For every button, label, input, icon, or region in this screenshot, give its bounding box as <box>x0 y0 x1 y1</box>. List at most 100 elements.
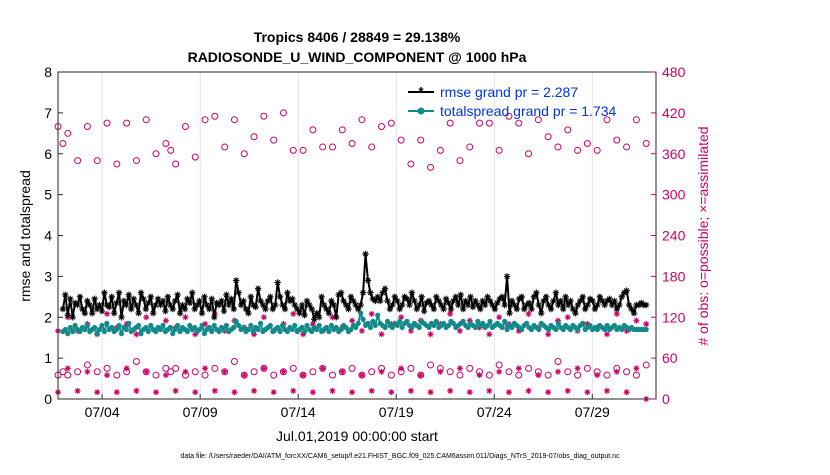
rmse-point <box>528 305 535 313</box>
rmse-point <box>584 301 591 309</box>
obs-assimilated-point <box>545 331 552 338</box>
rmse-point <box>254 285 262 292</box>
obs-possible-point <box>191 368 199 376</box>
rmse-point <box>132 301 140 309</box>
obs-assimilated-point <box>202 365 209 372</box>
obs-assimilated-point <box>241 372 248 379</box>
obs-possible-point <box>167 146 175 154</box>
rmse-point <box>518 293 525 301</box>
totalspread-point <box>221 326 227 333</box>
rmse-point <box>291 301 298 309</box>
totalspread-point <box>509 324 515 331</box>
rmse-point <box>376 297 384 305</box>
rmse-point <box>359 289 367 296</box>
y2-tick-label: 0 <box>662 391 670 407</box>
obs-assimilated-point <box>290 310 297 317</box>
totalspread-point <box>360 316 366 322</box>
obs-assimilated-point <box>133 387 140 394</box>
rmse-point <box>594 301 601 309</box>
y-axis-label: rmse and totalspread <box>17 170 33 302</box>
totalspread-point <box>594 326 600 333</box>
obs-assimilated-point <box>339 368 346 375</box>
rmse-point <box>560 305 567 313</box>
rmse-point <box>189 289 196 296</box>
totalspread-point <box>431 322 437 329</box>
rmse-point <box>450 297 457 305</box>
rmse-point <box>355 305 362 313</box>
totalspread-point <box>113 326 120 333</box>
y-tick-label: 1 <box>44 350 52 366</box>
totalspread-point <box>65 331 71 337</box>
totalspread-point <box>109 324 115 331</box>
rmse-point <box>623 287 630 294</box>
obs-possible-point <box>397 136 405 144</box>
totalspread-point <box>475 318 481 324</box>
rmse-point <box>259 301 267 309</box>
totalspread-point <box>135 322 142 329</box>
rmse-point <box>589 297 596 305</box>
obs-possible-point <box>74 157 82 165</box>
rmse-point <box>545 301 552 309</box>
obs-assimilated-point <box>486 387 493 394</box>
rmse-point <box>333 314 340 321</box>
obs-assimilated-point <box>251 331 258 338</box>
obs-possible-point <box>378 123 386 130</box>
obs-assimilated-point <box>221 368 228 375</box>
rmse-point <box>169 305 176 313</box>
rmse-point <box>494 299 501 307</box>
totalspread-point <box>116 322 122 329</box>
rmse-point <box>564 301 572 309</box>
rmse-point <box>303 297 311 305</box>
obs-possible-point <box>554 358 562 366</box>
y2-tick-label: 180 <box>662 268 686 284</box>
obs-possible-point <box>417 136 425 144</box>
totalspread-point <box>604 322 610 329</box>
totalspread-point <box>555 320 561 326</box>
rmse-point <box>481 301 489 309</box>
totalspread-point <box>187 322 193 329</box>
rmse-point <box>420 307 428 315</box>
totalspread-point <box>292 322 298 329</box>
rmse-point <box>459 305 467 313</box>
obs-assimilated-point <box>398 365 405 372</box>
obs-assimilated-point <box>94 389 101 396</box>
rmse-point <box>284 289 291 296</box>
totalspread-point <box>84 322 90 329</box>
totalspread-point <box>460 318 466 324</box>
obs-possible-point <box>93 157 101 165</box>
rmse-point <box>262 305 269 313</box>
rmse-point <box>196 297 203 305</box>
rmse-point <box>140 295 147 303</box>
rmse-point <box>193 301 201 309</box>
rmse-point <box>569 305 577 313</box>
obs-possible-point <box>603 116 611 124</box>
obs-assimilated-point <box>574 365 581 372</box>
rmse-point <box>150 309 157 317</box>
rmse-point <box>152 301 159 309</box>
rmse-point <box>206 305 213 313</box>
totalspread-point <box>323 324 330 331</box>
obs-possible-point <box>476 119 484 127</box>
y-tick-label: 3 <box>44 268 52 284</box>
rmse-point <box>232 277 240 284</box>
obs-possible-point <box>64 371 72 379</box>
rmse-point <box>574 301 582 309</box>
totalspread-point <box>277 328 283 335</box>
obs-assimilated-point <box>554 317 561 324</box>
rmse-point <box>413 305 420 313</box>
obs-possible-point <box>59 140 67 148</box>
obs-possible-point <box>289 146 297 154</box>
rmse-point <box>352 301 359 309</box>
obs-possible-point <box>436 146 444 154</box>
rmse-point <box>457 291 464 298</box>
rmse-point <box>315 314 323 321</box>
totalspread-point <box>445 322 452 329</box>
rmse-point <box>357 301 364 309</box>
rmse-point <box>123 301 130 309</box>
obs-assimilated-point <box>407 327 414 334</box>
totalspread-point <box>397 318 403 324</box>
rmse-point <box>555 301 562 309</box>
obs-assimilated-point <box>153 389 160 396</box>
obs-assimilated-point <box>329 314 336 321</box>
rmse-point <box>252 303 259 311</box>
